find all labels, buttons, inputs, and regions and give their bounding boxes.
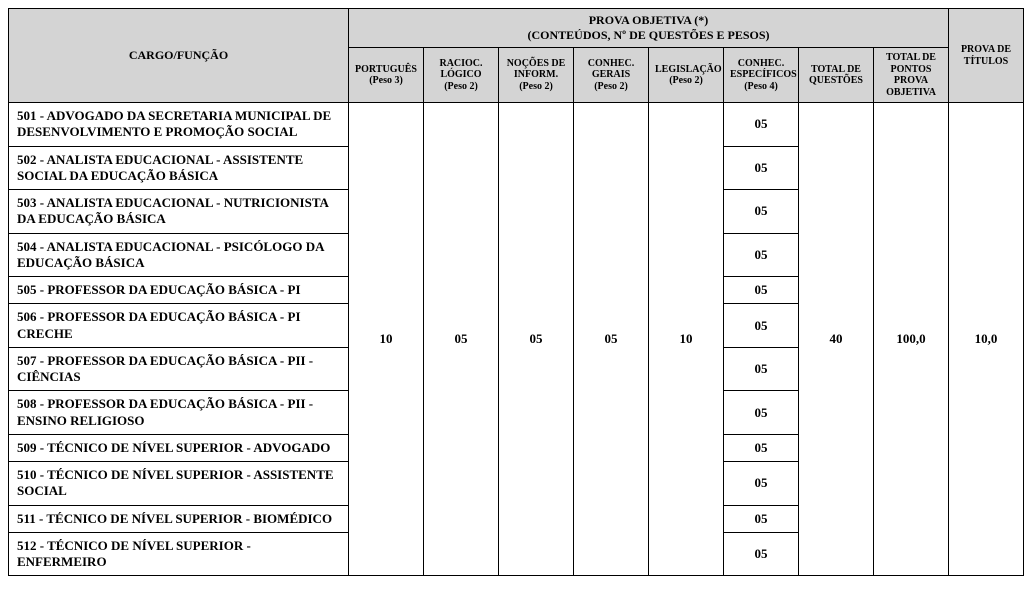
cell-conhec-espec: 05 — [724, 103, 799, 147]
header-prova-objetiva-l1: PROVA OBJETIVA (*) — [589, 13, 709, 27]
header-nocoes-l2: INFORM. — [514, 69, 558, 80]
header-legislacao-l2: (Peso 2) — [669, 75, 703, 86]
cell-conhec-espec: 05 — [724, 146, 799, 190]
header-prova-objetiva-l2: (CONTEÚDOS, Nº DE QUESTÕES E PESOS) — [528, 28, 770, 42]
concurso-table: CARGO/FUNÇÃO PROVA OBJETIVA (*) (CONTEÚD… — [8, 8, 1024, 576]
cell-cargo: 511 - TÉCNICO DE NÍVEL SUPERIOR - BIOMÉD… — [9, 505, 349, 532]
header-nocoes-l3: (Peso 2) — [519, 81, 553, 92]
cell-cargo: 505 - PROFESSOR DA EDUCAÇÃO BÁSICA - PI — [9, 277, 349, 304]
cell-conhec_g-merged: 05 — [574, 103, 649, 576]
cell-cargo: 510 - TÉCNICO DE NÍVEL SUPERIOR - ASSIST… — [9, 462, 349, 506]
header-racioc: RACIOC. LÓGICO (Peso 2) — [424, 48, 499, 103]
header-conhec-espec-l3: (Peso 4) — [744, 81, 778, 92]
cell-cargo: 507 - PROFESSOR DA EDUCAÇÃO BÁSICA - PII… — [9, 347, 349, 391]
cell-conhec-espec: 05 — [724, 505, 799, 532]
cell-total_p-merged: 100,0 — [874, 103, 949, 576]
cell-total_q-merged: 40 — [799, 103, 874, 576]
cell-conhec-espec: 05 — [724, 190, 799, 234]
cell-cargo: 502 - ANALISTA EDUCACIONAL - ASSISTENTE … — [9, 146, 349, 190]
header-prova-titulos: PROVA DE TÍTULOS — [949, 9, 1024, 103]
header-legislacao-l1: LEGISLAÇÃO — [655, 64, 722, 75]
header-racioc-l3: (Peso 2) — [444, 81, 478, 92]
header-conhec-gerais: CONHEC. GERAIS (Peso 2) — [574, 48, 649, 103]
header-nocoes: NOÇÕES DE INFORM. (Peso 2) — [499, 48, 574, 103]
header-nocoes-l1: NOÇÕES DE — [507, 58, 566, 69]
cell-conhec-espec: 05 — [724, 532, 799, 576]
cell-conhec-espec: 05 — [724, 277, 799, 304]
cell-conhec-espec: 05 — [724, 233, 799, 277]
cell-nocoes-merged: 05 — [499, 103, 574, 576]
cell-cargo: 508 - PROFESSOR DA EDUCAÇÃO BÁSICA - PII… — [9, 391, 349, 435]
cell-cargo: 504 - ANALISTA EDUCACIONAL - PSICÓLOGO D… — [9, 233, 349, 277]
cell-prova_titulos-merged: 10,0 — [949, 103, 1024, 576]
header-portugues-l2: (Peso 3) — [369, 75, 403, 86]
header-racioc-l2: LÓGICO — [440, 69, 481, 80]
cell-conhec-espec: 05 — [724, 434, 799, 461]
header-racioc-l1: RACIOC. — [439, 58, 482, 69]
header-total-questoes-l2: QUESTÕES — [809, 75, 863, 86]
cell-cargo: 512 - TÉCNICO DE NÍVEL SUPERIOR - ENFERM… — [9, 532, 349, 576]
cell-conhec-espec: 05 — [724, 391, 799, 435]
header-total-pontos-l2: PONTOS — [891, 64, 932, 75]
table-row: 501 - ADVOGADO DA SECRETARIA MUNICIPAL D… — [9, 103, 1024, 147]
cell-portugues-merged: 10 — [349, 103, 424, 576]
header-conhec-gerais-l2: GERAIS — [592, 69, 630, 80]
header-total-questoes-l1: TOTAL DE — [811, 64, 861, 75]
cell-cargo: 501 - ADVOGADO DA SECRETARIA MUNICIPAL D… — [9, 103, 349, 147]
header-total-questoes: TOTAL DE QUESTÕES — [799, 48, 874, 103]
table-header: CARGO/FUNÇÃO PROVA OBJETIVA (*) (CONTEÚD… — [9, 9, 1024, 103]
table-body: 501 - ADVOGADO DA SECRETARIA MUNICIPAL D… — [9, 103, 1024, 576]
header-conhec-gerais-l3: (Peso 2) — [594, 81, 628, 92]
cell-conhec-espec: 05 — [724, 462, 799, 506]
cell-conhec-espec: 05 — [724, 304, 799, 348]
header-conhec-gerais-l1: CONHEC. — [588, 58, 634, 69]
cell-cargo: 503 - ANALISTA EDUCACIONAL - NUTRICIONIS… — [9, 190, 349, 234]
cell-cargo: 509 - TÉCNICO DE NÍVEL SUPERIOR - ADVOGA… — [9, 434, 349, 461]
cell-cargo: 506 - PROFESSOR DA EDUCAÇÃO BÁSICA - PI … — [9, 304, 349, 348]
header-total-pontos: TOTAL DE PONTOS PROVA OBJETIVA — [874, 48, 949, 103]
cell-legislacao-merged: 10 — [649, 103, 724, 576]
header-prova-objetiva: PROVA OBJETIVA (*) (CONTEÚDOS, Nº DE QUE… — [349, 9, 949, 48]
cell-racioc-merged: 05 — [424, 103, 499, 576]
header-total-pontos-l3: PROVA — [894, 75, 928, 86]
header-portugues: PORTUGUÊS (Peso 3) — [349, 48, 424, 103]
cell-conhec-espec: 05 — [724, 347, 799, 391]
header-conhec-espec-l2: ESPECÍFICOS — [730, 69, 797, 80]
header-cargo: CARGO/FUNÇÃO — [9, 9, 349, 103]
header-conhec-espec-l1: CONHEC. — [738, 58, 784, 69]
header-portugues-l1: PORTUGUÊS — [355, 64, 417, 75]
header-legislacao: LEGISLAÇÃO (Peso 2) — [649, 48, 724, 103]
header-conhec-espec: CONHEC. ESPECÍFICOS (Peso 4) — [724, 48, 799, 103]
header-total-pontos-l1: TOTAL DE — [886, 52, 936, 63]
header-total-pontos-l4: OBJETIVA — [886, 87, 936, 98]
